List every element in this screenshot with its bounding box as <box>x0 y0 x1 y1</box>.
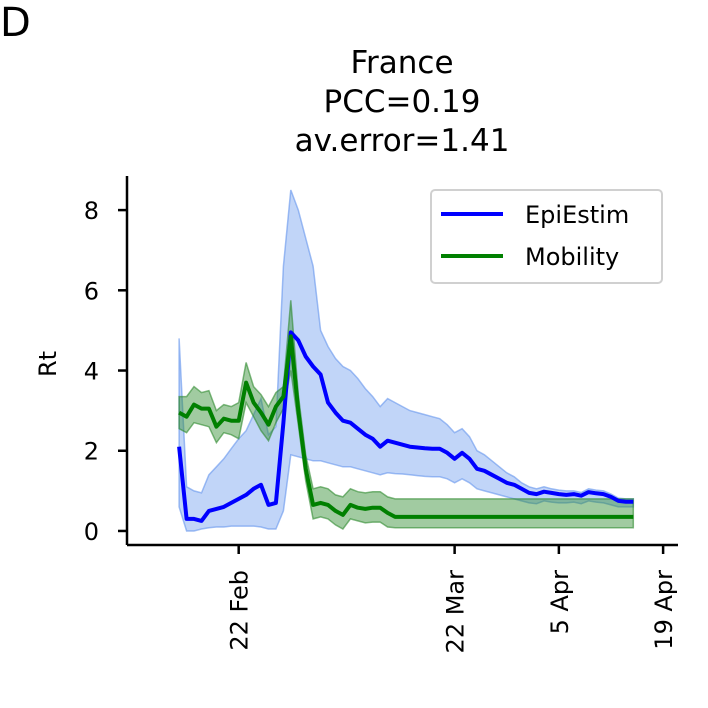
x-tick-label: 5 Apr <box>546 570 574 635</box>
y-axis-label: Rt <box>34 351 62 377</box>
axes: 0 2 4 6 8 22 Feb 22 Mar 5 Apr 19 Apr <box>84 176 678 653</box>
y-tick-label: 6 <box>84 277 99 305</box>
panel-label: D <box>0 0 31 46</box>
legend: EpiEstim Mobility <box>430 189 663 284</box>
legend-label-mobility: Mobility <box>525 243 619 271</box>
series-lines <box>177 330 634 523</box>
y-tick-label: 2 <box>84 438 99 466</box>
x-tick-label: 22 Mar <box>442 570 470 654</box>
chart-title-line-1: France <box>350 45 453 81</box>
chart-title-line-3: av.error=1.41 <box>295 123 510 159</box>
chart-title-line-2: PCC=0.19 <box>324 84 481 120</box>
x-tick-label: 22 Feb <box>226 570 254 651</box>
legend-label-epiestim: EpiEstim <box>525 201 629 229</box>
y-tick-label: 8 <box>84 197 99 225</box>
epiestim-line <box>177 330 634 523</box>
y-tick-label: 0 <box>84 518 99 546</box>
mobility-line <box>178 334 634 519</box>
y-tick-label: 4 <box>84 358 99 386</box>
x-tick-label: 19 Apr <box>650 570 678 650</box>
